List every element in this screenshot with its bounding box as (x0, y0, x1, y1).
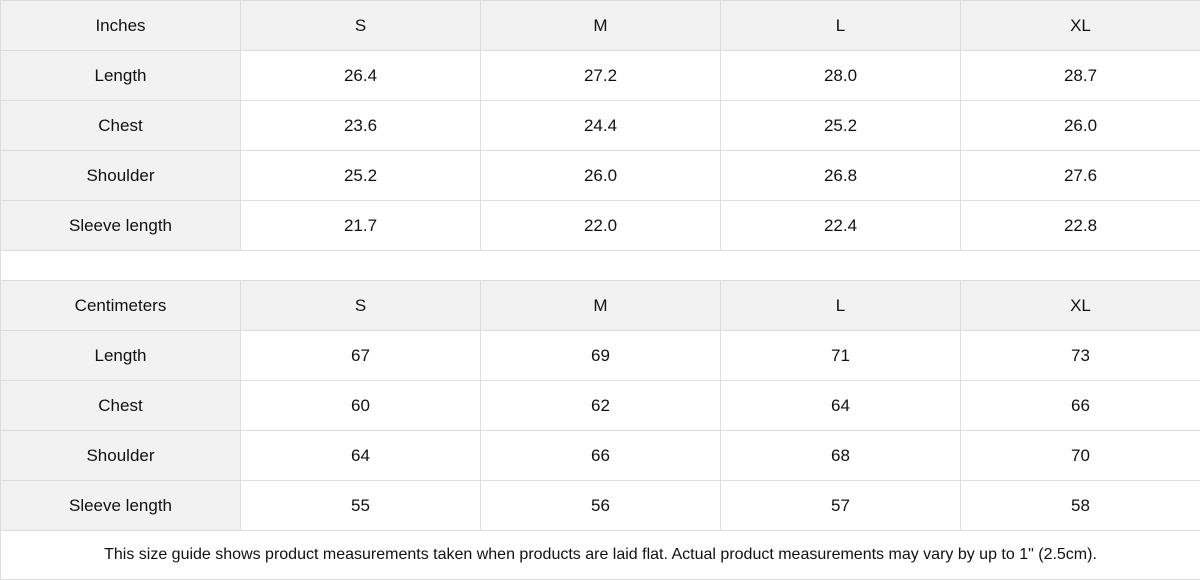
measurement-cell: 22.4 (720, 200, 961, 251)
size-header: M (480, 280, 721, 331)
measurement-cell: 66 (960, 380, 1200, 431)
measurement-cell: 26.0 (960, 100, 1200, 151)
size-header: S (240, 0, 481, 51)
measurement-cell: 22.8 (960, 200, 1200, 251)
measurement-cell: 27.6 (960, 150, 1200, 201)
measurement-cell: 68 (720, 430, 961, 481)
spacer-cell (0, 250, 1200, 281)
measurement-cell: 25.2 (240, 150, 481, 201)
row-label: Chest (0, 100, 241, 151)
table-row: Shoulder 64 66 68 70 (0, 430, 1200, 481)
table-row: Chest 60 62 64 66 (0, 380, 1200, 431)
measurement-cell: 66 (480, 430, 721, 481)
measurement-cell: 73 (960, 330, 1200, 381)
size-header: XL (960, 280, 1200, 331)
row-label: Sleeve length (0, 200, 241, 251)
table-row: Length 26.4 27.2 28.0 28.7 (0, 50, 1200, 101)
measurement-cell: 71 (720, 330, 961, 381)
measurement-cell: 58 (960, 480, 1200, 531)
table-row: Sleeve length 55 56 57 58 (0, 480, 1200, 531)
row-label: Shoulder (0, 150, 241, 201)
table-row: Chest 23.6 24.4 25.2 26.0 (0, 100, 1200, 151)
size-header: S (240, 280, 481, 331)
row-label: Shoulder (0, 430, 241, 481)
measurement-cell: 23.6 (240, 100, 481, 151)
measurement-cell: 64 (720, 380, 961, 431)
measurement-cell: 60 (240, 380, 481, 431)
measurement-cell: 70 (960, 430, 1200, 481)
row-label: Length (0, 50, 241, 101)
measurement-cell: 28.7 (960, 50, 1200, 101)
row-label: Sleeve length (0, 480, 241, 531)
table-spacer (0, 250, 1200, 281)
measurement-note: This size guide shows product measuremen… (0, 530, 1200, 580)
size-header: L (720, 280, 961, 331)
measurement-cell: 55 (240, 480, 481, 531)
measurement-cell: 62 (480, 380, 721, 431)
table-row: Sleeve length 21.7 22.0 22.4 22.8 (0, 200, 1200, 251)
measurement-cell: 67 (240, 330, 481, 381)
measurement-cell: 21.7 (240, 200, 481, 251)
measurement-cell: 27.2 (480, 50, 721, 101)
table-row: Length 67 69 71 73 (0, 330, 1200, 381)
measurement-cell: 56 (480, 480, 721, 531)
measurement-cell: 26.0 (480, 150, 721, 201)
measurement-cell: 26.4 (240, 50, 481, 101)
measurement-cell: 69 (480, 330, 721, 381)
measurement-cell: 57 (720, 480, 961, 531)
unit-header: Centimeters (0, 280, 241, 331)
row-label: Length (0, 330, 241, 381)
measurement-cell: 22.0 (480, 200, 721, 251)
measurement-cell: 28.0 (720, 50, 961, 101)
unit-header: Inches (0, 0, 241, 51)
row-label: Chest (0, 380, 241, 431)
measurement-cell: 24.4 (480, 100, 721, 151)
size-header: L (720, 0, 961, 51)
measurement-cell: 64 (240, 430, 481, 481)
measurement-cell: 25.2 (720, 100, 961, 151)
header-row: Inches S M L XL (0, 0, 1200, 51)
header-row: Centimeters S M L XL (0, 280, 1200, 331)
measurement-cell: 26.8 (720, 150, 961, 201)
table-row: Shoulder 25.2 26.0 26.8 27.6 (0, 150, 1200, 201)
note-row: This size guide shows product measuremen… (0, 530, 1200, 580)
size-header: XL (960, 0, 1200, 51)
size-header: M (480, 0, 721, 51)
